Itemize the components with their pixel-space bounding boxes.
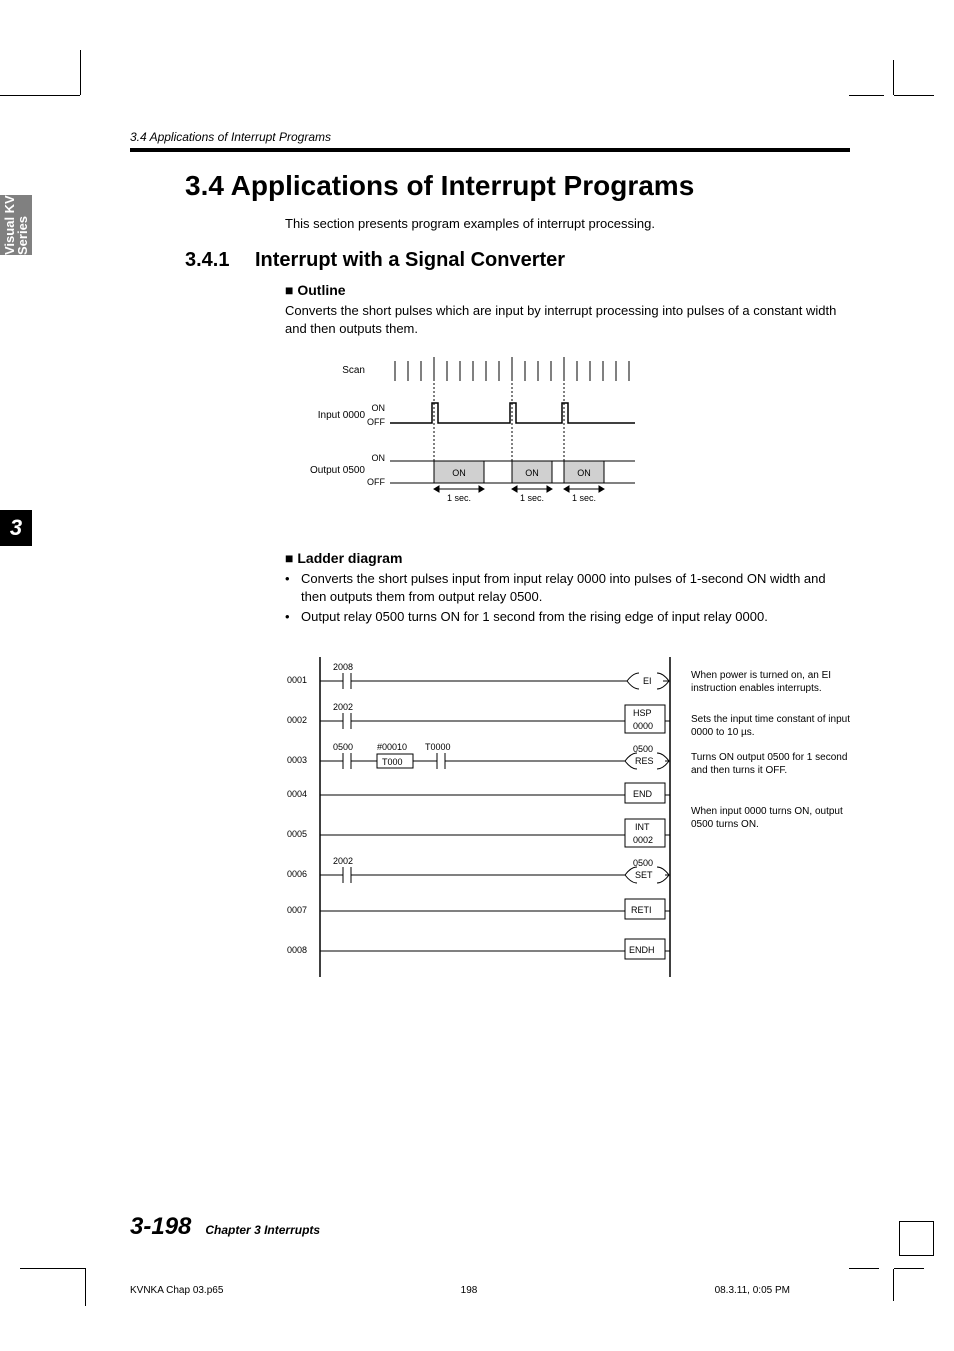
svg-text:0002: 0002 bbox=[633, 835, 653, 845]
svg-text:0002: 0002 bbox=[287, 715, 307, 725]
note: Sets the input time constant of input 00… bbox=[691, 713, 850, 739]
crop-mark bbox=[849, 1268, 879, 1269]
timing-diagram: Scan Input 0000 ON OFF Output bbox=[305, 353, 850, 526]
svg-text:T000: T000 bbox=[382, 757, 403, 767]
outline-heading: Outline bbox=[285, 282, 850, 298]
svg-text:EI: EI bbox=[643, 676, 652, 686]
svg-text:1 sec.: 1 sec. bbox=[572, 493, 596, 503]
ladder-heading: Ladder diagram bbox=[285, 550, 850, 566]
meta-footer: KVNKA Chap 03.p65 198 08.3.11, 0:05 PM bbox=[130, 1285, 790, 1296]
side-tab: Visual KVSeries bbox=[0, 195, 32, 255]
svg-text:0008: 0008 bbox=[287, 945, 307, 955]
svg-text:0000: 0000 bbox=[633, 721, 653, 731]
bullet-list: •Converts the short pulses input from in… bbox=[285, 570, 850, 627]
svg-text:ON: ON bbox=[452, 468, 466, 478]
subsection-number: 3.4.1 bbox=[185, 249, 255, 272]
svg-text:ON: ON bbox=[525, 468, 539, 478]
crop-mark bbox=[893, 60, 894, 95]
svg-text:2002: 2002 bbox=[333, 856, 353, 866]
crop-mark bbox=[894, 95, 934, 96]
bullet-text: Output relay 0500 turns ON for 1 second … bbox=[301, 608, 850, 626]
ladder-notes: When power is turned on, an EI instructi… bbox=[691, 657, 850, 977]
crop-mark bbox=[20, 1268, 85, 1269]
svg-text:0005: 0005 bbox=[287, 829, 307, 839]
running-header: 3.4 Applications of Interrupt Programs bbox=[130, 130, 850, 144]
crop-mark bbox=[0, 95, 80, 96]
note: When input 0000 turns ON, output 0500 tu… bbox=[691, 805, 850, 831]
svg-text:T0000: T0000 bbox=[425, 742, 451, 752]
svg-text:#00010: #00010 bbox=[377, 742, 407, 752]
svg-text:0007: 0007 bbox=[287, 905, 307, 915]
meta-page: 198 bbox=[461, 1285, 478, 1296]
meta-date: 08.3.11, 0:05 PM bbox=[715, 1285, 790, 1296]
svg-text:0006: 0006 bbox=[287, 869, 307, 879]
footer-chapter: Chapter 3 Interrupts bbox=[205, 1223, 320, 1237]
svg-text:RES: RES bbox=[635, 756, 654, 766]
svg-text:0500: 0500 bbox=[633, 858, 653, 868]
page-footer: 3-198 Chapter 3 Interrupts bbox=[130, 1213, 320, 1241]
crop-mark bbox=[894, 1268, 924, 1269]
svg-text:OFF: OFF bbox=[367, 417, 385, 427]
ladder-diagram: 0001 0002 0003 0004 0005 0006 0007 0008 … bbox=[285, 657, 685, 977]
header-rule bbox=[130, 148, 850, 152]
output-label: Output 0500 bbox=[310, 465, 365, 476]
crop-mark bbox=[80, 50, 81, 95]
crop-mark bbox=[85, 1268, 86, 1306]
svg-text:INT: INT bbox=[635, 822, 650, 832]
crop-mark bbox=[849, 95, 884, 96]
svg-text:END: END bbox=[633, 789, 653, 799]
crop-box bbox=[899, 1221, 934, 1256]
outline-text: Converts the short pulses which are inpu… bbox=[285, 302, 850, 337]
subsection-title: Interrupt with a Signal Converter bbox=[255, 249, 565, 272]
note: Turns ON output 0500 for 1 second and th… bbox=[691, 751, 850, 777]
page-number: 3-198 bbox=[130, 1213, 191, 1241]
svg-text:0003: 0003 bbox=[287, 755, 307, 765]
svg-text:0500: 0500 bbox=[333, 742, 353, 752]
svg-text:RETI: RETI bbox=[631, 905, 652, 915]
svg-text:2002: 2002 bbox=[333, 702, 353, 712]
intro-text: This section presents program examples o… bbox=[285, 216, 850, 231]
scan-label: Scan bbox=[342, 365, 365, 376]
svg-text:1 sec.: 1 sec. bbox=[520, 493, 544, 503]
svg-text:0001: 0001 bbox=[287, 675, 307, 685]
svg-text:SET: SET bbox=[635, 870, 653, 880]
input-label: Input 0000 bbox=[318, 410, 366, 421]
svg-text:0004: 0004 bbox=[287, 789, 307, 799]
svg-text:HSP: HSP bbox=[633, 708, 652, 718]
svg-text:2008: 2008 bbox=[333, 662, 353, 672]
main-heading: 3.4 Applications of Interrupt Programs bbox=[185, 170, 850, 202]
svg-text:ON: ON bbox=[372, 403, 386, 413]
bullet-text: Converts the short pulses input from inp… bbox=[301, 570, 850, 606]
svg-text:1 sec.: 1 sec. bbox=[447, 493, 471, 503]
svg-text:ON: ON bbox=[577, 468, 591, 478]
crop-mark bbox=[893, 1269, 894, 1301]
svg-text:ENDH: ENDH bbox=[629, 945, 655, 955]
svg-text:ON: ON bbox=[372, 453, 386, 463]
meta-file: KVNKA Chap 03.p65 bbox=[130, 1285, 223, 1296]
svg-text:OFF: OFF bbox=[367, 477, 385, 487]
chapter-tab: 3 bbox=[0, 510, 32, 546]
note: When power is turned on, an EI instructi… bbox=[691, 669, 850, 695]
svg-text:0500: 0500 bbox=[633, 744, 653, 754]
